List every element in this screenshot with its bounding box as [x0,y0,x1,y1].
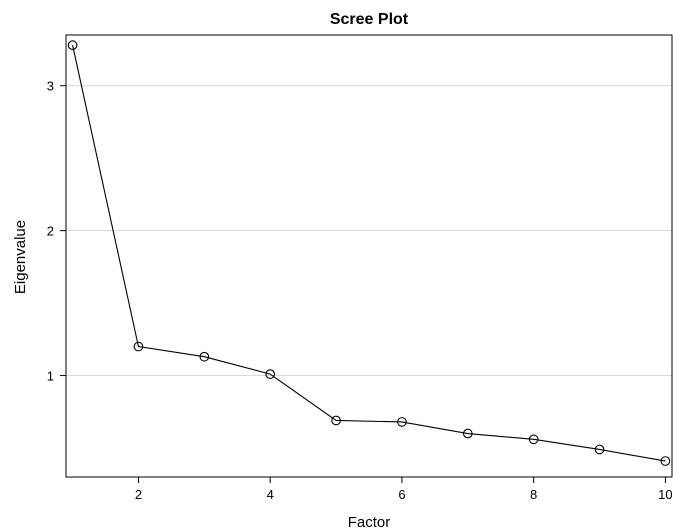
axis-ticks: 1 2 3 2 4 6 8 10 [47,79,673,502]
data-point-factor-9 [594,444,605,455]
x-tick-label: 10 [658,487,672,502]
x-tick-label: 8 [530,487,537,502]
data-point-factor-5 [331,415,341,426]
x-tick-label: 4 [267,487,274,502]
data-point-factor-3 [199,351,210,362]
y-tick-label: 1 [47,369,54,384]
series-line [72,45,666,462]
data-point-factor-2 [133,341,144,352]
x-tick-label: 6 [398,487,405,502]
data-point-factor-7 [462,428,473,439]
x-tick-label: 2 [135,487,142,502]
chart-title: Scree Plot [330,11,409,28]
y-axis-label: Eigenvalue [12,220,29,294]
plot-frame [65,34,673,478]
gridlines [66,85,672,377]
data-point-factor-1 [67,40,78,50]
data-point-factor-8 [528,434,539,445]
data-series [67,40,671,466]
y-tick-label: 3 [47,79,54,94]
x-axis-label: Factor [348,514,391,531]
data-point-factor-6 [397,417,407,427]
y-tick-label: 2 [47,224,54,239]
data-point-factor-4 [265,369,276,379]
data-point-factor-10 [660,456,671,466]
